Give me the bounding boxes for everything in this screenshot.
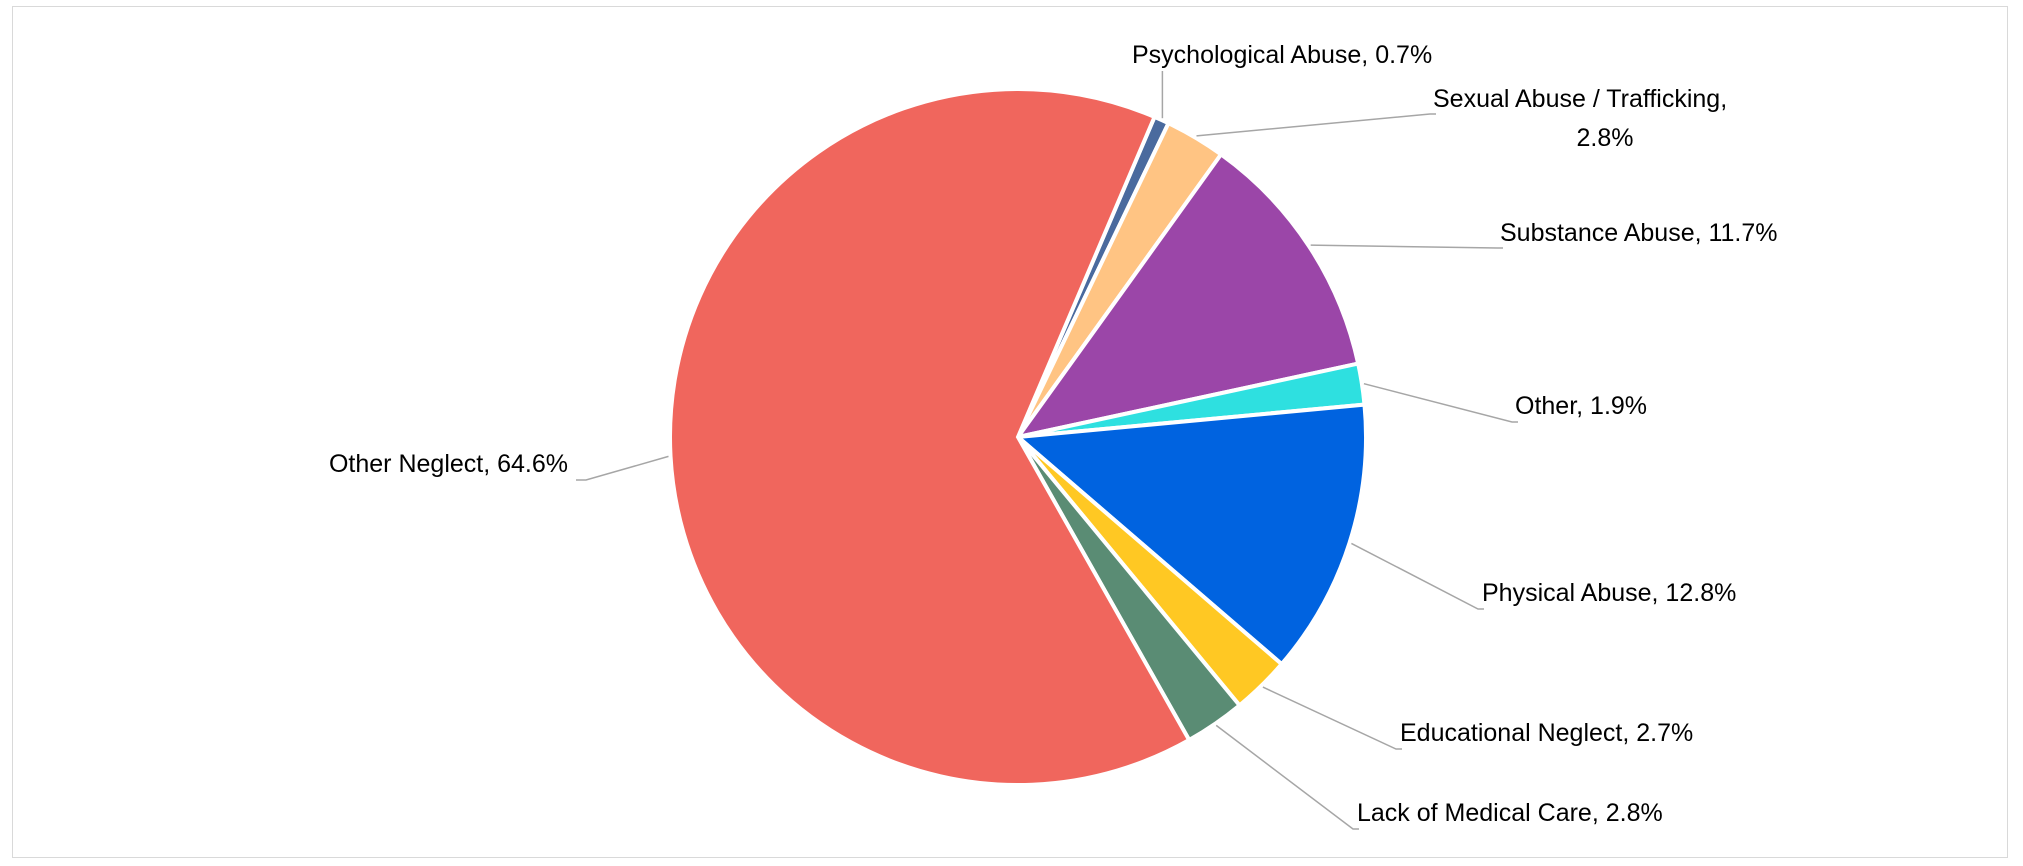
data-label-other-neglect: Other Neglect, 64.6%: [329, 450, 568, 478]
leader-line: [1196, 113, 1436, 137]
data-label-educational-neglect: Educational Neglect, 2.7%: [1400, 719, 1693, 747]
pie-slice-physical-abuse: [1013, 402, 1368, 667]
pie-slice-other-neglect: [668, 86, 1192, 787]
leader-line: [1351, 542, 1484, 610]
leader-line: [576, 455, 669, 481]
leader-line: [1262, 686, 1402, 750]
leader-line: [1215, 724, 1359, 830]
leader-line: [1363, 382, 1518, 423]
pie-slice-substance-abuse: [1013, 151, 1361, 441]
leader-lines: [576, 71, 1518, 830]
data-label-other: Other, 1.9%: [1515, 392, 1647, 420]
data-labels: Psychological Abuse, 0.7% Sexual Abuse /…: [329, 41, 1778, 827]
data-label-substance-abuse: Substance Abuse, 11.7%: [1500, 219, 1778, 247]
data-label-lack-of-medical-care: Lack of Medical Care, 2.8%: [1357, 799, 1663, 827]
pie-slices: [668, 86, 1368, 787]
data-label-psychological-abuse: Psychological Abuse, 0.7%: [1132, 41, 1432, 69]
data-label-physical-abuse: Physical Abuse, 12.8%: [1482, 579, 1736, 607]
leader-line: [1310, 244, 1503, 249]
data-label-sexual-abuse-trafficking: Sexual Abuse / Trafficking, 2.8%: [1433, 85, 1727, 152]
